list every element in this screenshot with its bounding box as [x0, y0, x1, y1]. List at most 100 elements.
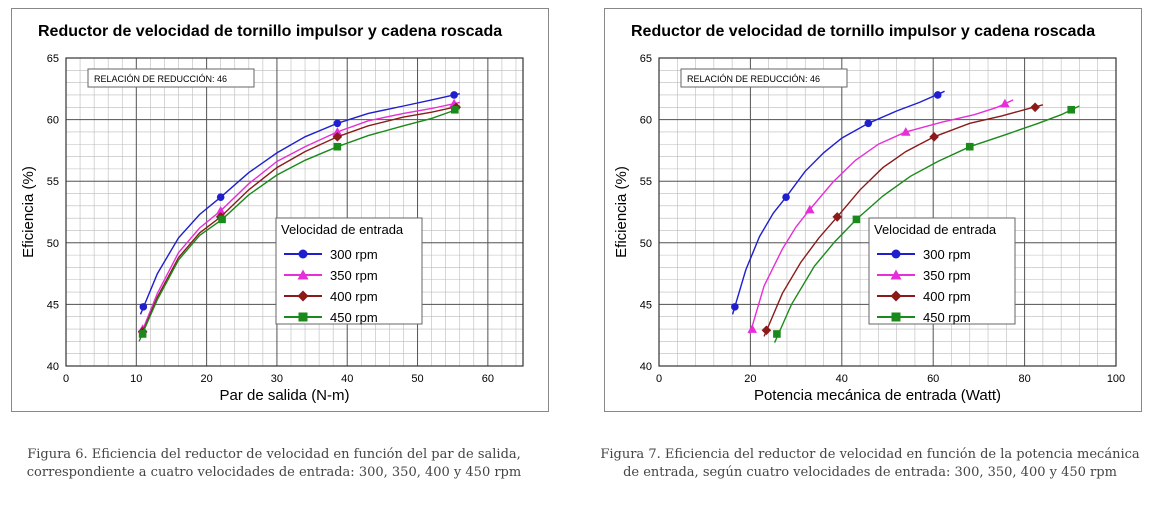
y-tick-label: 45 [47, 299, 59, 311]
data-point-450-rpm [965, 142, 974, 151]
data-point-350-rpm [332, 127, 343, 136]
y-tick-label: 45 [640, 299, 652, 311]
legend-marker-450-rpm [298, 312, 308, 322]
legend-label-300-rpm: 300 rpm [923, 247, 971, 262]
legend-box [868, 217, 1016, 325]
chart-2-container: Reductor de velocidad de tornillo impuls… [604, 8, 1142, 412]
legend-label-300-rpm: 300 rpm [330, 247, 378, 262]
data-point-400-rpm [929, 132, 939, 142]
data-point-300-rpm [731, 303, 739, 311]
legend-marker-350-rpm [297, 269, 309, 280]
y-tick-label: 55 [640, 176, 652, 188]
figure-7-caption: Figura 7. Eficiencia del reductor de vel… [600, 447, 1140, 480]
data-point-400-rpm [832, 212, 843, 222]
series-350-rpm [747, 98, 1014, 335]
x-tick-label: 40 [341, 373, 353, 385]
chart-title: Reductor de velocidad de tornillo impuls… [631, 23, 1095, 40]
series-line-300-rpm [139, 93, 460, 315]
data-point-450-rpm [773, 330, 781, 338]
data-point-300-rpm [216, 193, 225, 202]
legend-label-450-rpm: 450 rpm [330, 310, 378, 325]
legend-label-350-rpm: 350 rpm [923, 268, 971, 283]
chart-1-container: Reductor de velocidad de tornillo impuls… [11, 8, 549, 412]
series-line-450-rpm [138, 107, 460, 342]
y-tick-label: 40 [640, 361, 652, 373]
data-point-300-rpm [933, 91, 942, 99]
data-point-400-rpm [761, 325, 772, 336]
series-450-rpm [773, 105, 1080, 343]
x-tick-label: 80 [1018, 373, 1030, 385]
y-tick-label: 60 [47, 115, 59, 127]
x-tick-label: 100 [1107, 373, 1125, 385]
data-point-300-rpm [864, 119, 873, 128]
y-axis-label: Eficiencia (%) [613, 166, 630, 258]
legend-label-400-rpm: 400 rpm [923, 289, 971, 304]
data-point-300-rpm [782, 193, 790, 202]
x-tick-label: 60 [482, 373, 494, 385]
series-300-rpm [139, 91, 460, 315]
data-point-300-rpm [450, 91, 458, 99]
series-450-rpm [138, 105, 460, 342]
data-point-450-rpm [218, 215, 226, 224]
annotation-box [87, 68, 255, 88]
series-line-350-rpm [749, 99, 1014, 335]
legend-title: Velocidad de entrada [281, 222, 404, 237]
series-line-450-rpm [773, 105, 1080, 343]
legend: Velocidad de entrada 300 rpm 350 rpm 400 rp… [868, 217, 1016, 325]
data-point-400-rpm [1030, 102, 1040, 113]
data-point-350-rpm [805, 204, 815, 214]
series-line-300-rpm [731, 90, 945, 315]
series-300-rpm [731, 90, 945, 315]
x-tick-label: 40 [836, 373, 848, 385]
data-point-450-rpm [333, 142, 342, 151]
legend: Velocidad de entrada 300 rpm 350 rpm 400 rp… [275, 217, 423, 325]
x-tick-label: 60 [927, 373, 939, 385]
legend-marker-400-rpm [890, 290, 902, 302]
data-point-450-rpm [1067, 105, 1076, 114]
data-point-300-rpm [333, 119, 342, 128]
y-tick-label: 65 [47, 53, 59, 65]
data-point-450-rpm [451, 105, 459, 114]
data-point-450-rpm [138, 330, 147, 338]
chart-2: Reductor de velocidad de tornillo impuls… [604, 8, 1142, 412]
legend-marker-350-rpm [890, 269, 902, 280]
y-tick-label: 40 [47, 361, 59, 373]
legend-label-350-rpm: 350 rpm [330, 268, 378, 283]
y-tick-label: 60 [640, 115, 652, 127]
legend-marker-450-rpm [891, 312, 901, 322]
legend-box [275, 217, 423, 325]
series-400-rpm [761, 102, 1044, 337]
x-axis-label: Potencia mecánica de entrada (Watt) [754, 387, 1001, 404]
data-point-300-rpm [139, 303, 148, 311]
data-point-350-rpm [1000, 98, 1010, 108]
annotation-text: RELACIÓN DE REDUCCIÓN: 46 [687, 74, 820, 84]
x-tick-label: 20 [200, 373, 212, 385]
legend-marker-400-rpm [297, 290, 309, 302]
legend-marker-300-rpm [298, 249, 308, 259]
data-point-450-rpm [852, 215, 861, 224]
y-tick-label: 55 [47, 176, 59, 188]
data-point-400-rpm [332, 132, 343, 142]
x-tick-label: 0 [63, 373, 69, 385]
x-tick-label: 10 [130, 373, 142, 385]
data-point-350-rpm [747, 324, 758, 333]
legend-title: Velocidad de entrada [874, 222, 997, 237]
x-tick-label: 30 [271, 373, 283, 385]
x-tick-label: 50 [411, 373, 423, 385]
data-point-350-rpm [215, 205, 226, 215]
plot-border [658, 57, 1117, 367]
chart-1: Reductor de velocidad de tornillo impuls… [11, 8, 549, 412]
plot-border [65, 57, 524, 367]
y-tick-label: 65 [640, 53, 652, 65]
y-axis-label: Eficiencia (%) [20, 166, 37, 258]
legend-label-450-rpm: 450 rpm [923, 310, 971, 325]
legend-label-400-rpm: 400 rpm [330, 289, 378, 304]
y-tick-label: 50 [47, 238, 59, 250]
y-tick-label: 50 [640, 238, 652, 250]
series-line-350-rpm [139, 101, 460, 336]
series-line-400-rpm [139, 105, 460, 338]
annotation-text: RELACIÓN DE REDUCCIÓN: 46 [94, 74, 227, 84]
figure-6-caption: Figura 6. Eficiencia del reductor de vel… [26, 447, 522, 480]
data-point-350-rpm [900, 127, 911, 136]
annotation-box [680, 68, 848, 88]
